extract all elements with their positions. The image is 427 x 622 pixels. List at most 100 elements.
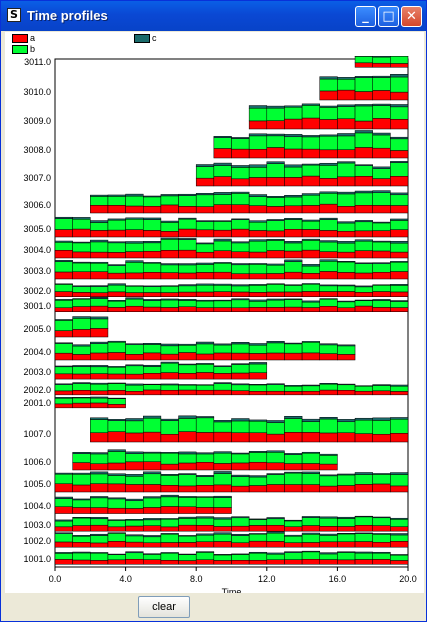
bar-b <box>143 300 162 308</box>
bar-a <box>72 559 91 565</box>
bar-b <box>143 286 162 293</box>
bar-c <box>301 451 321 454</box>
bar-c <box>160 518 179 520</box>
bar-c <box>160 418 179 421</box>
bar-b <box>248 476 268 486</box>
bar-c <box>195 452 215 455</box>
bar-a <box>231 273 250 280</box>
bar-a <box>90 251 109 259</box>
minimize-button[interactable]: _ <box>355 6 376 27</box>
bar-b <box>284 299 303 308</box>
bar-c <box>178 193 197 196</box>
bar-a <box>372 433 391 443</box>
bar-a <box>195 353 215 361</box>
bar-a <box>301 432 321 443</box>
bar-a <box>72 271 91 280</box>
bar-c <box>178 451 197 455</box>
bar-c <box>284 105 303 108</box>
bar-c <box>195 551 215 553</box>
bar-c <box>107 397 126 399</box>
bar-a <box>72 329 91 338</box>
bar-c <box>107 419 126 421</box>
bar-a <box>178 206 197 214</box>
bar-c <box>337 551 356 553</box>
bar-b <box>90 298 109 307</box>
bar-b <box>143 536 162 544</box>
bar-a <box>337 291 356 298</box>
bar-b <box>390 106 409 120</box>
bar-b <box>143 519 162 526</box>
bar-b <box>54 300 73 308</box>
bar-a <box>390 176 409 187</box>
bar-a <box>354 62 373 68</box>
maximize-icon: □ <box>382 9 395 24</box>
maximize-button[interactable]: □ <box>378 6 399 27</box>
bar-b <box>390 418 409 434</box>
bar-b <box>390 138 409 151</box>
bar-b <box>372 222 391 231</box>
bar-a <box>390 205 409 214</box>
bar-c <box>195 193 215 196</box>
bar-b <box>54 366 73 375</box>
bar-a <box>213 204 232 214</box>
y-tick-label: 1002.0 <box>23 536 51 546</box>
bar-c <box>266 263 285 266</box>
bar-b <box>337 301 356 308</box>
app-icon[interactable]: S <box>7 8 21 22</box>
bar-c <box>319 453 338 456</box>
bar-c <box>72 498 91 501</box>
bar-b <box>301 136 321 150</box>
close-button[interactable]: ✕ <box>401 6 422 27</box>
bar-a <box>143 292 162 298</box>
clear-button[interactable]: clear <box>138 596 190 618</box>
bar-c <box>213 471 232 474</box>
bar-c <box>284 534 303 537</box>
bar-a <box>72 228 91 238</box>
bar-b <box>54 473 73 484</box>
bar-c <box>107 519 126 521</box>
bar-a <box>160 433 179 443</box>
bar-b <box>231 219 250 230</box>
bar-b <box>72 366 91 375</box>
title-bar[interactable]: S Time profiles _ □ ✕ <box>1 1 426 31</box>
bar-b <box>178 418 197 432</box>
bar-a <box>160 506 179 514</box>
bar-c <box>301 384 321 387</box>
bar-b <box>248 221 268 231</box>
bar-b <box>284 196 303 207</box>
bar-b <box>195 384 215 391</box>
bar-c <box>195 299 215 302</box>
bar-a <box>231 560 250 565</box>
bar-a <box>248 251 268 259</box>
bar-c <box>90 297 109 299</box>
bar-a <box>266 273 285 280</box>
bar-a <box>160 463 179 471</box>
bar-b <box>354 192 373 206</box>
bar-a <box>266 524 285 532</box>
bar-c <box>195 496 215 498</box>
bar-b <box>90 366 109 374</box>
bar-c <box>90 496 109 499</box>
bar-c <box>354 299 373 301</box>
bar-a <box>248 391 268 396</box>
bar-a <box>372 230 391 238</box>
bar-b <box>337 222 356 232</box>
bar-b <box>337 193 356 207</box>
bar-c <box>107 218 126 221</box>
bar-a <box>284 306 303 313</box>
bar-b <box>284 418 303 433</box>
bar-a <box>178 462 197 471</box>
bar-b <box>178 264 197 274</box>
bar-a <box>248 432 268 443</box>
bar-a <box>90 373 109 380</box>
bar-b <box>178 285 197 293</box>
bar-c <box>354 104 373 107</box>
bar-b <box>337 162 356 178</box>
bar-b <box>72 517 91 526</box>
bar-a <box>54 559 73 565</box>
bar-a <box>107 229 126 238</box>
bar-b <box>319 219 338 231</box>
bar-b <box>125 218 144 230</box>
bar-c <box>231 363 250 365</box>
bar-c <box>231 241 250 244</box>
